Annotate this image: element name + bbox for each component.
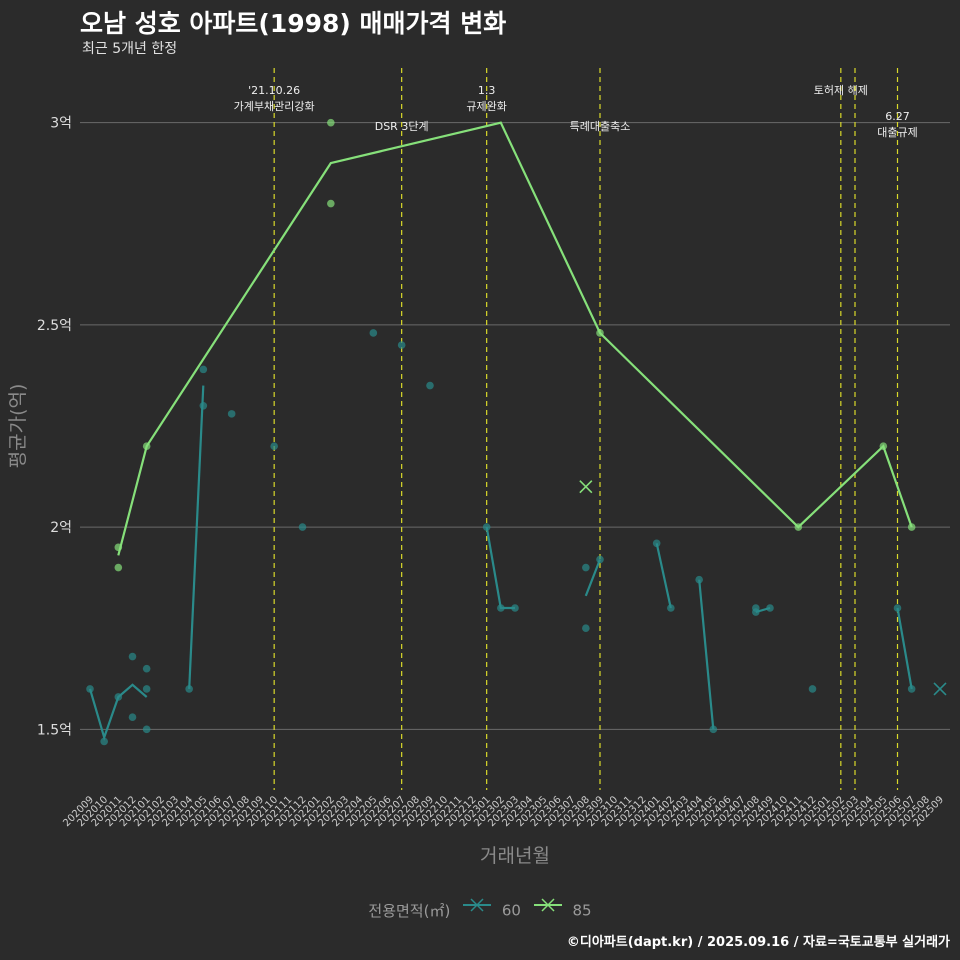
series-60-point xyxy=(270,442,278,451)
y-tick-label: 3억 xyxy=(50,116,72,132)
series-60-point xyxy=(128,713,137,721)
series-60-point xyxy=(652,539,661,548)
series-60-point xyxy=(199,365,208,374)
chart-title: 오남 성호 아파트(1998) 매매가격 변화 xyxy=(80,9,507,38)
series-85-point xyxy=(596,329,604,337)
series-60-point xyxy=(227,410,236,418)
series-60-point xyxy=(695,575,703,584)
series-60-point xyxy=(397,341,406,349)
event-label: DSR 3단계 xyxy=(375,120,429,133)
series-85-point xyxy=(794,523,803,531)
series-60-point xyxy=(766,604,774,612)
series-60-cross-marker xyxy=(933,682,947,696)
series-60-point xyxy=(185,685,193,693)
series-60-point xyxy=(142,664,151,673)
series-60-line xyxy=(896,607,913,690)
event-label: 가계부채관리강화 xyxy=(234,100,315,113)
event-label: '21.10.26 xyxy=(248,84,300,97)
series-60-point xyxy=(100,737,108,746)
series-60-line xyxy=(698,579,715,730)
event-label: 6.27 xyxy=(885,110,910,123)
series-85-point xyxy=(327,199,335,208)
legend: 전용면적(㎡) 60 85 xyxy=(0,895,960,921)
series-60-point xyxy=(114,693,123,701)
event-label: 대출규제 xyxy=(877,126,917,139)
series-85-point xyxy=(907,523,916,531)
series-85-point xyxy=(114,563,123,572)
series-85-point xyxy=(879,442,888,451)
series-85-line xyxy=(117,121,913,556)
series-60-point xyxy=(709,725,718,734)
series-60-point xyxy=(511,604,519,612)
series-60-point xyxy=(582,624,590,633)
series-60-point xyxy=(142,725,151,734)
series-60-point xyxy=(596,555,604,564)
series-60-point xyxy=(482,523,491,531)
series-60-point xyxy=(808,685,817,693)
event-label: 토허제 해제 xyxy=(814,83,868,97)
series-60-point xyxy=(426,381,434,390)
series-60-point xyxy=(199,401,208,410)
y-tick-label: 2.5억 xyxy=(37,318,72,334)
x-axis-title: 거래년월 xyxy=(480,845,550,867)
series-60-point xyxy=(582,563,590,572)
series-60-point xyxy=(907,685,916,693)
legend-title: 전용면적(㎡) xyxy=(368,902,451,920)
series-60-line xyxy=(584,559,602,597)
chart-subtitle: 최근 5개년 한정 xyxy=(82,41,178,57)
series-60-line xyxy=(485,526,515,610)
series-60-point xyxy=(86,685,94,693)
source-caption: ©디아파트(dapt.kr) / 2025.09.16 / 자료=국토교통부 실… xyxy=(566,935,950,950)
series-60-point xyxy=(369,329,378,337)
legend-label-60: 60 xyxy=(501,901,521,920)
series-85-point xyxy=(114,543,123,552)
series-60-line xyxy=(655,543,672,609)
series-60-line xyxy=(188,385,205,689)
series-60-point xyxy=(497,604,505,612)
event-label: 규제완화 xyxy=(466,100,506,113)
series-60-point xyxy=(128,652,137,661)
y-tick-label: 2억 xyxy=(50,520,72,536)
series-60-point xyxy=(142,685,151,693)
legend-key-60 xyxy=(463,898,492,912)
series-60-point xyxy=(893,604,902,612)
event-label: 1.3 xyxy=(478,84,496,97)
event-label: 특례대출축소 xyxy=(570,120,631,133)
series-85-cross-marker xyxy=(579,480,593,494)
series-60-point xyxy=(667,604,675,612)
series-60-point xyxy=(752,608,760,616)
y-tick-label: 1.5억 xyxy=(37,722,72,738)
series-85-point xyxy=(327,118,335,127)
y-axis-title: 평균가(억) xyxy=(7,384,29,469)
legend-key-85 xyxy=(533,898,562,912)
legend-label-85: 85 xyxy=(572,901,592,920)
series-85-point xyxy=(142,442,151,451)
series-60-point xyxy=(298,523,307,531)
